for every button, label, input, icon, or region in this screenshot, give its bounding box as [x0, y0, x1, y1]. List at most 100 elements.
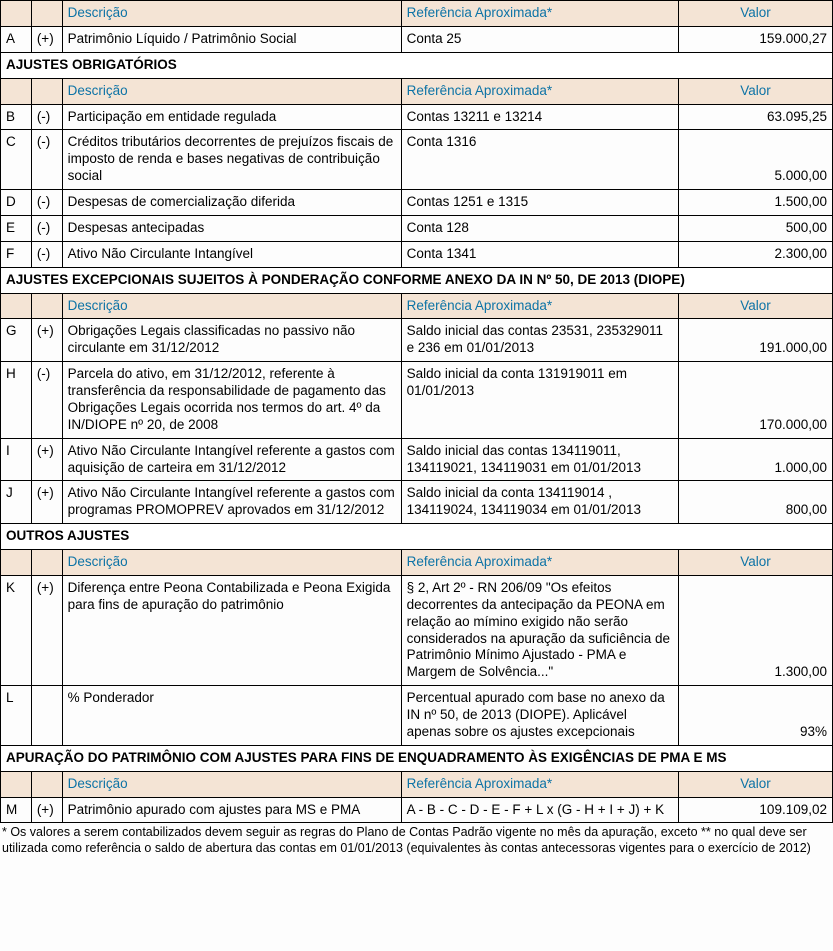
- header-blank-b: [31, 1, 62, 27]
- section-title: APURAÇÃO DO PATRIMÔNIO COM AJUSTES PARA …: [1, 745, 833, 771]
- section-obrigatorios: AJUSTES OBRIGATÓRIOS: [1, 52, 833, 78]
- cell-sign: (-): [31, 130, 62, 190]
- cell-letter: G: [1, 319, 32, 362]
- header-referencia: Referência Aproximada*: [401, 771, 678, 797]
- cell-sign: (-): [31, 241, 62, 267]
- adjustments-table: Descrição Referência Aproximada* Valor A…: [0, 0, 833, 823]
- cell-ref: Saldo inicial das contas 134119011, 1341…: [401, 438, 678, 481]
- cell-letter: F: [1, 241, 32, 267]
- row-h: H (-) Parcela do ativo, em 31/12/2012, r…: [1, 362, 833, 439]
- header-blank-b: [31, 550, 62, 576]
- row-k: K (+) Diferença entre Peona Contabilizad…: [1, 575, 833, 685]
- section-apuracao: APURAÇÃO DO PATRIMÔNIO COM AJUSTES PARA …: [1, 745, 833, 771]
- cell-ref: Conta 1316: [401, 130, 678, 190]
- cell-val: 2.300,00: [678, 241, 832, 267]
- cell-letter: M: [1, 797, 32, 823]
- cell-ref: Saldo inicial da conta 131919011 em 01/0…: [401, 362, 678, 439]
- cell-sign: (+): [31, 575, 62, 685]
- cell-val: 109.109,02: [678, 797, 832, 823]
- cell-letter: B: [1, 104, 32, 130]
- cell-val: 800,00: [678, 481, 832, 524]
- cell-sign: [31, 686, 62, 746]
- cell-letter: D: [1, 190, 32, 216]
- cell-val: 1.300,00: [678, 575, 832, 685]
- cell-ref: Conta 128: [401, 215, 678, 241]
- cell-ref: Conta 1341: [401, 241, 678, 267]
- cell-letter: E: [1, 215, 32, 241]
- cell-sign: (+): [31, 26, 62, 52]
- header-valor: Valor: [678, 550, 832, 576]
- cell-letter: L: [1, 686, 32, 746]
- header-row: Descrição Referência Aproximada* Valor: [1, 550, 833, 576]
- cell-val: 159.000,27: [678, 26, 832, 52]
- header-blank-a: [1, 1, 32, 27]
- section-excepcionais: AJUSTES EXCEPCIONAIS SUJEITOS À PONDERAÇ…: [1, 267, 833, 293]
- cell-sign: (+): [31, 319, 62, 362]
- cell-desc: Ativo Não Circulante Intangível referent…: [62, 438, 401, 481]
- header-blank-b: [31, 771, 62, 797]
- row-f: F (-) Ativo Não Circulante Intangível Co…: [1, 241, 833, 267]
- cell-desc: Despesas antecipadas: [62, 215, 401, 241]
- header-blank-a: [1, 293, 32, 319]
- cell-val: 63.095,25: [678, 104, 832, 130]
- cell-desc: Obrigações Legais classificadas no passi…: [62, 319, 401, 362]
- header-blank-a: [1, 550, 32, 576]
- header-blank-a: [1, 771, 32, 797]
- header-referencia: Referência Aproximada*: [401, 293, 678, 319]
- header-valor: Valor: [678, 78, 832, 104]
- cell-sign: (+): [31, 438, 62, 481]
- cell-desc: Ativo Não Circulante Intangível referent…: [62, 481, 401, 524]
- section-outros: OUTROS AJUSTES: [1, 524, 833, 550]
- cell-desc: % Ponderador: [62, 686, 401, 746]
- row-g: G (+) Obrigações Legais classificadas no…: [1, 319, 833, 362]
- cell-sign: (-): [31, 215, 62, 241]
- cell-val: 5.000,00: [678, 130, 832, 190]
- row-b: B (-) Participação em entidade regulada …: [1, 104, 833, 130]
- header-descricao: Descrição: [62, 771, 401, 797]
- header-referencia: Referência Aproximada*: [401, 1, 678, 27]
- row-e: E (-) Despesas antecipadas Conta 128 500…: [1, 215, 833, 241]
- header-blank-a: [1, 78, 32, 104]
- section-title: AJUSTES EXCEPCIONAIS SUJEITOS À PONDERAÇ…: [1, 267, 833, 293]
- header-descricao: Descrição: [62, 550, 401, 576]
- section-title: AJUSTES OBRIGATÓRIOS: [1, 52, 833, 78]
- cell-val: 191.000,00: [678, 319, 832, 362]
- cell-desc: Diferença entre Peona Contabilizada e Pe…: [62, 575, 401, 685]
- header-row: Descrição Referência Aproximada* Valor: [1, 78, 833, 104]
- cell-desc: Parcela do ativo, em 31/12/2012, referen…: [62, 362, 401, 439]
- cell-ref: Conta 25: [401, 26, 678, 52]
- cell-ref: Percentual apurado com base no anexo da …: [401, 686, 678, 746]
- cell-letter: K: [1, 575, 32, 685]
- cell-val: 170.000,00: [678, 362, 832, 439]
- cell-letter: A: [1, 26, 32, 52]
- cell-letter: I: [1, 438, 32, 481]
- header-row: Descrição Referência Aproximada* Valor: [1, 293, 833, 319]
- cell-ref: Contas 1251 e 1315: [401, 190, 678, 216]
- cell-sign: (+): [31, 481, 62, 524]
- cell-desc: Ativo Não Circulante Intangível: [62, 241, 401, 267]
- header-row: Descrição Referência Aproximada* Valor: [1, 771, 833, 797]
- cell-desc: Participação em entidade regulada: [62, 104, 401, 130]
- cell-desc: Despesas de comercialização diferida: [62, 190, 401, 216]
- cell-sign: (+): [31, 797, 62, 823]
- cell-letter: H: [1, 362, 32, 439]
- cell-letter: C: [1, 130, 32, 190]
- row-i: I (+) Ativo Não Circulante Intangível re…: [1, 438, 833, 481]
- header-blank-b: [31, 293, 62, 319]
- row-d: D (-) Despesas de comercialização diferi…: [1, 190, 833, 216]
- cell-letter: J: [1, 481, 32, 524]
- cell-sign: (-): [31, 104, 62, 130]
- row-j: J (+) Ativo Não Circulante Intangível re…: [1, 481, 833, 524]
- cell-val: 1.000,00: [678, 438, 832, 481]
- header-descricao: Descrição: [62, 78, 401, 104]
- cell-desc: Patrimônio Líquido / Patrimônio Social: [62, 26, 401, 52]
- cell-ref: § 2, Art 2º - RN 206/09 "Os efeitos deco…: [401, 575, 678, 685]
- cell-sign: (-): [31, 190, 62, 216]
- row-l: L % Ponderador Percentual apurado com ba…: [1, 686, 833, 746]
- cell-ref: Saldo inicial das contas 23531, 23532901…: [401, 319, 678, 362]
- cell-val: 1.500,00: [678, 190, 832, 216]
- cell-ref: Saldo inicial da conta 134119014 , 13411…: [401, 481, 678, 524]
- row-a: A (+) Patrimônio Líquido / Patrimônio So…: [1, 26, 833, 52]
- header-blank-b: [31, 78, 62, 104]
- row-c: C (-) Créditos tributários decorrentes d…: [1, 130, 833, 190]
